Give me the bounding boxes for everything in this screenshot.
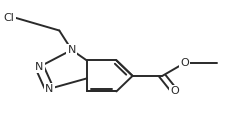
Text: N: N: [35, 62, 44, 72]
Text: N: N: [45, 84, 54, 94]
Text: Cl: Cl: [4, 13, 14, 23]
Text: O: O: [170, 86, 179, 96]
Text: N: N: [68, 45, 76, 55]
Text: O: O: [180, 58, 189, 68]
